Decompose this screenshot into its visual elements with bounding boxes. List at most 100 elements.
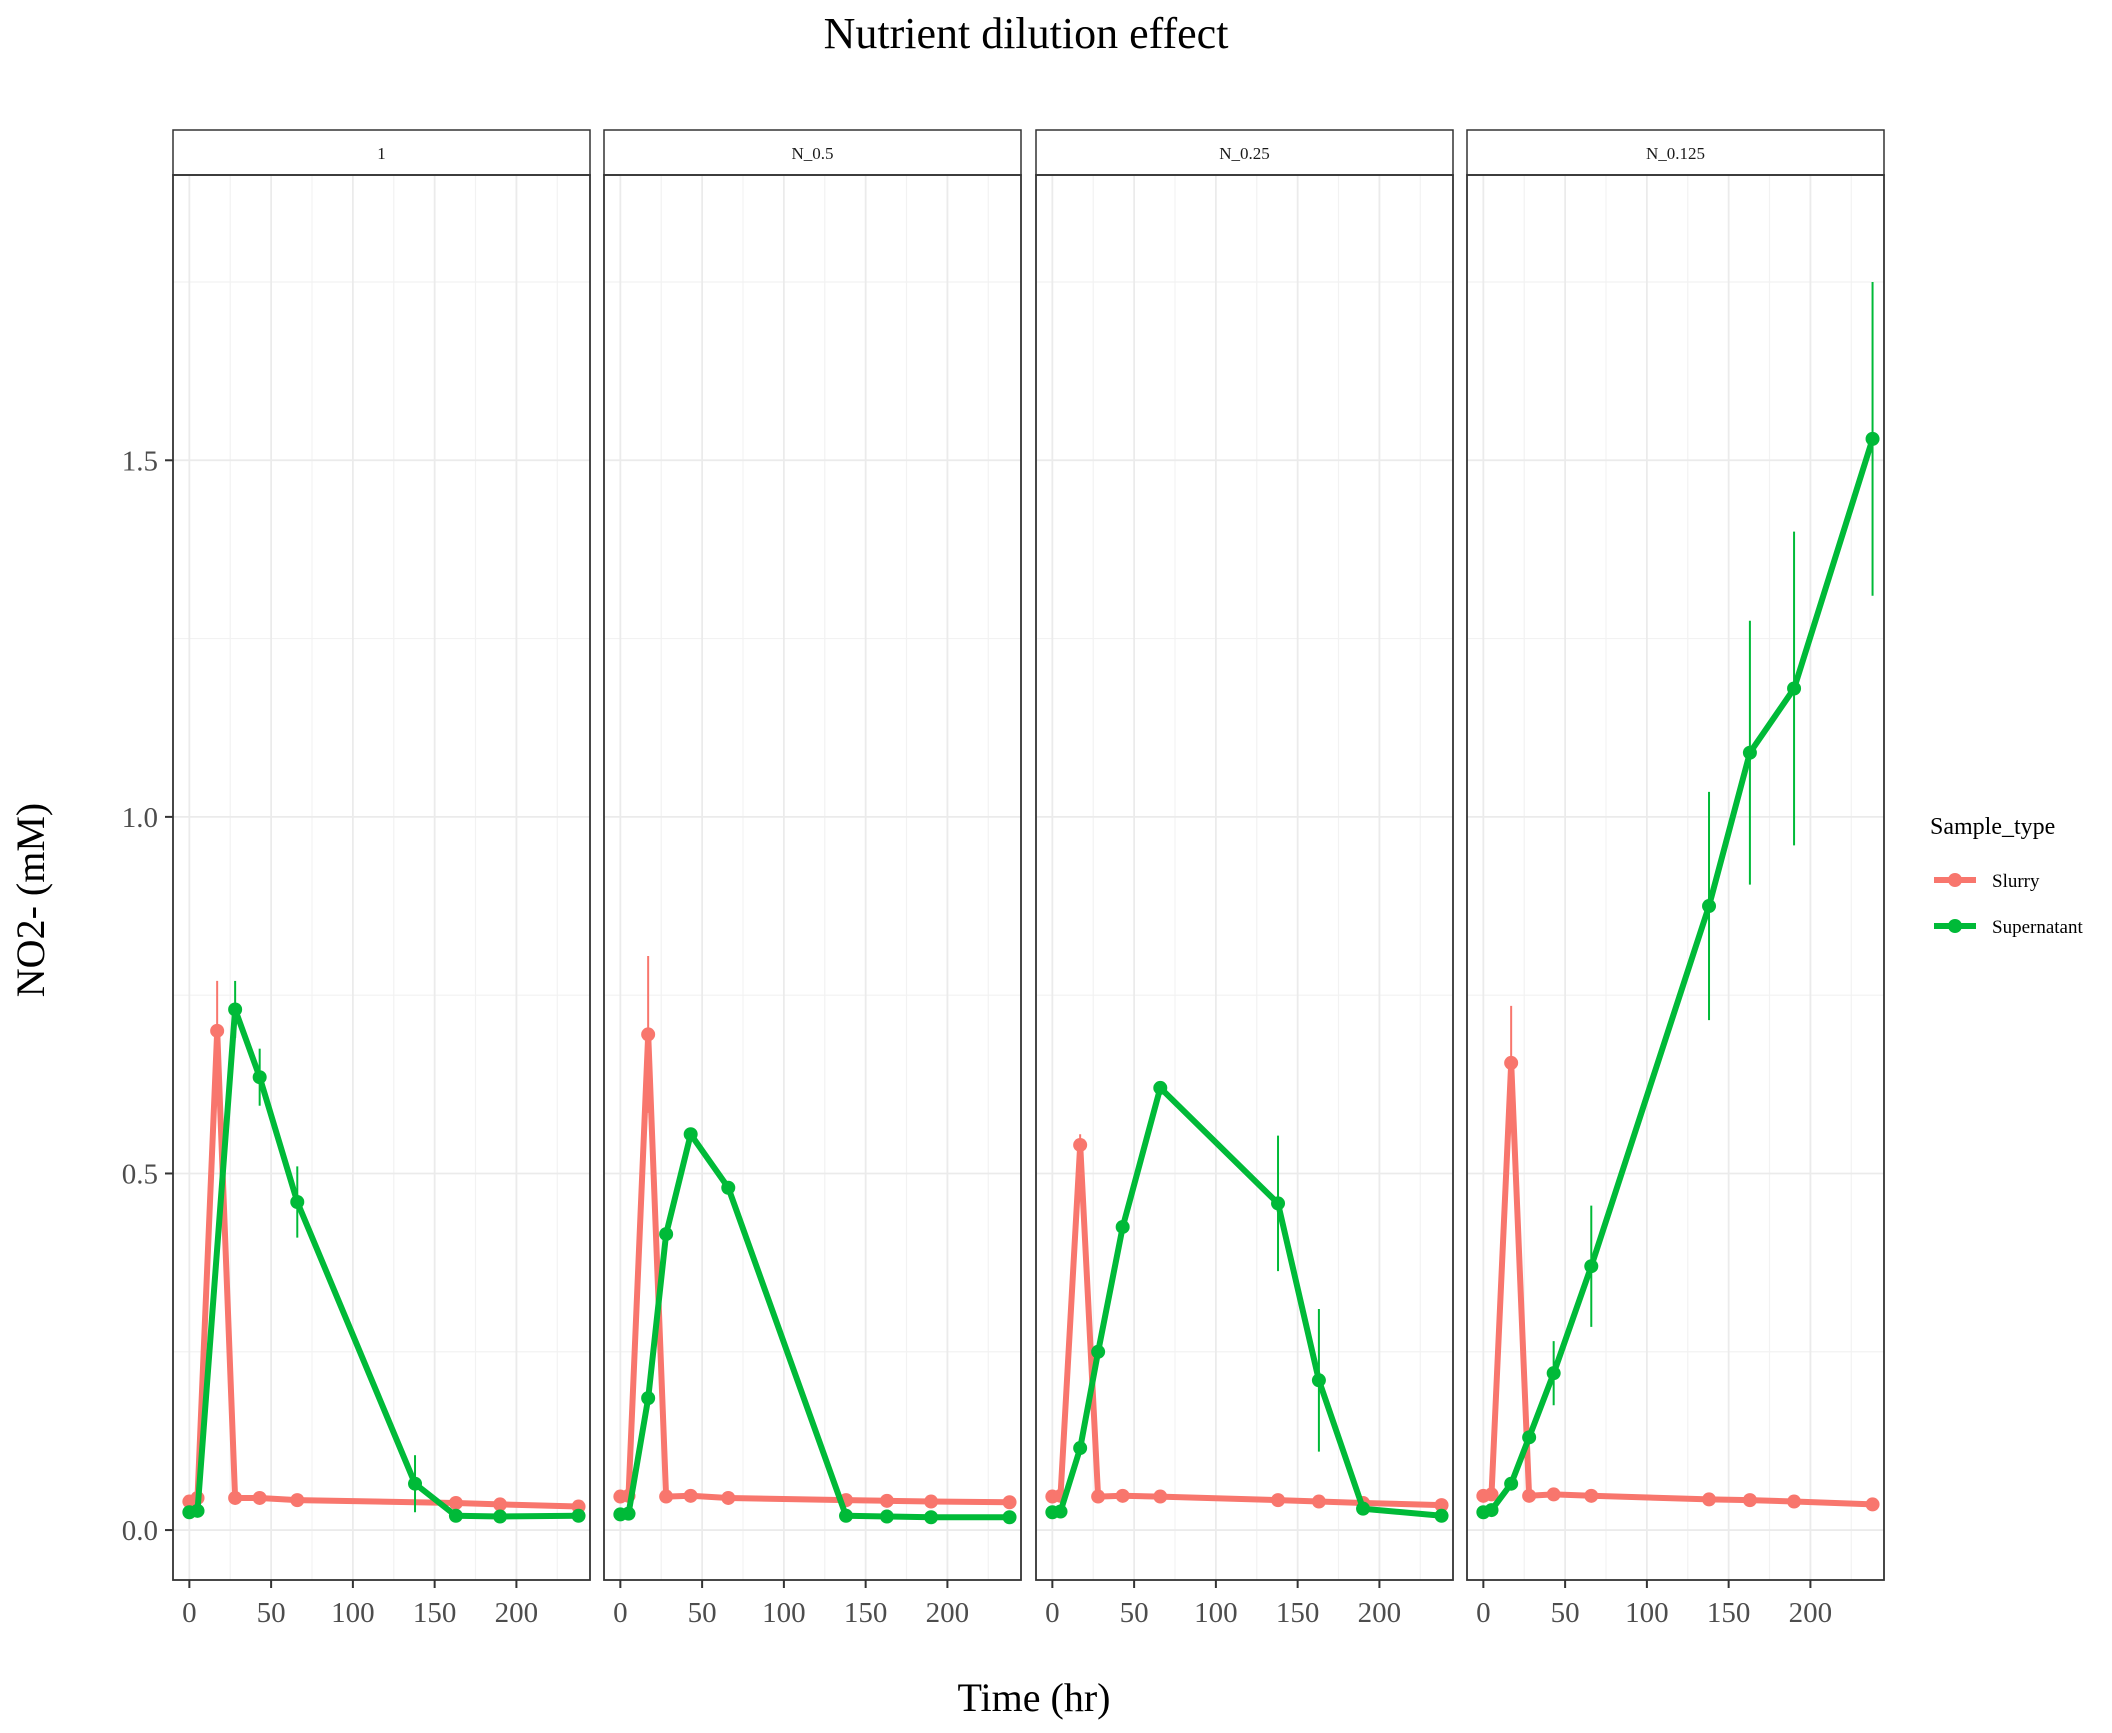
x-tick-label: 0 <box>182 1597 197 1629</box>
x-tick-label: 200 <box>926 1597 970 1629</box>
series-line <box>1480 435 1876 1516</box>
data-point <box>252 1490 267 1505</box>
y-tick-label: 1.5 <box>122 445 158 477</box>
data-point <box>1702 1492 1717 1507</box>
panel-border <box>172 174 591 1581</box>
data-point <box>1115 1488 1130 1503</box>
x-tick-label: 200 <box>495 1597 539 1629</box>
data-point <box>252 1070 267 1085</box>
x-tick-label: 100 <box>1625 1597 1669 1629</box>
panel-border <box>603 174 1022 1581</box>
data-point <box>1546 1366 1561 1381</box>
data-point <box>721 1490 736 1505</box>
panel-background <box>604 175 1021 1580</box>
facet-strip <box>172 129 591 176</box>
data-point <box>1115 1219 1130 1234</box>
legend-key-point <box>1948 919 1962 933</box>
data-point <box>1584 1259 1599 1274</box>
facet-strip-label: N_0.5 <box>791 144 833 163</box>
x-tick-label: 150 <box>413 1597 457 1629</box>
data-point <box>683 1127 698 1142</box>
data-point <box>683 1488 698 1503</box>
facet-strip-label: 1 <box>377 144 386 163</box>
panel-border <box>1466 174 1885 1581</box>
panel-background <box>1467 175 1884 1580</box>
x-tick-label: 100 <box>762 1597 806 1629</box>
data-point <box>839 1508 854 1523</box>
data-point <box>924 1510 939 1525</box>
data-point <box>1865 1497 1880 1512</box>
series-supernatant <box>1476 281 1880 1520</box>
facet-panel: N_0.125 0 50 100 150 200 <box>1466 129 1885 1629</box>
data-point <box>1091 1489 1106 1504</box>
series-supernatant <box>613 1127 1017 1525</box>
data-point <box>1546 1487 1561 1502</box>
series-line <box>1480 1059 1876 1508</box>
data-point <box>1484 1487 1499 1502</box>
legend-label: Slurry <box>1992 871 2040 892</box>
legend-label: Supernatant <box>1992 917 2083 938</box>
data-point <box>641 1027 656 1042</box>
x-tick-label: 0 <box>1476 1597 1491 1629</box>
y-tick-label: 0.0 <box>122 1515 158 1547</box>
x-tick-label: 200 <box>1789 1597 1833 1629</box>
data-point <box>571 1508 586 1523</box>
facet-strip <box>1466 129 1885 176</box>
data-point <box>1002 1495 1017 1510</box>
data-point <box>1787 1494 1802 1509</box>
facet-panel: N_0.5 0 50 100 150 200 <box>603 129 1022 1629</box>
data-point <box>408 1476 423 1491</box>
legend-key-point <box>1948 873 1962 887</box>
data-point <box>1742 1493 1757 1508</box>
data-point <box>210 1023 225 1038</box>
data-point <box>190 1503 205 1518</box>
x-tick-label: 150 <box>1276 1597 1320 1629</box>
data-point <box>924 1494 939 1509</box>
x-tick-label: 100 <box>1194 1597 1238 1629</box>
data-point <box>721 1180 736 1195</box>
data-point <box>659 1489 674 1504</box>
data-point <box>1702 899 1717 914</box>
panel-background <box>1036 175 1453 1580</box>
series-line <box>1049 1084 1445 1519</box>
x-axis-title: Time (hr) <box>958 1675 1111 1720</box>
data-point <box>1522 1430 1537 1445</box>
data-point <box>228 1490 243 1505</box>
data-point <box>1091 1344 1106 1359</box>
data-point <box>1522 1488 1537 1503</box>
x-tick-label: 50 <box>688 1597 717 1629</box>
data-point <box>621 1506 636 1521</box>
series-slurry <box>1476 1005 1880 1512</box>
series-line <box>1049 1141 1445 1509</box>
x-tick-label: 50 <box>1120 1597 1149 1629</box>
y-axis: 0.0 0.5 1.0 1.5 <box>122 445 173 1547</box>
data-point <box>1434 1498 1449 1513</box>
x-tick-label: 150 <box>1707 1597 1751 1629</box>
facet-strip <box>1035 129 1454 176</box>
data-point <box>659 1227 674 1242</box>
data-point <box>1484 1503 1499 1518</box>
data-point <box>879 1509 894 1524</box>
data-point <box>1271 1493 1286 1508</box>
data-point <box>1002 1510 1017 1525</box>
x-tick-label: 0 <box>1045 1597 1060 1629</box>
data-point <box>493 1509 508 1524</box>
y-tick-label: 1.0 <box>122 802 158 834</box>
series-slurry <box>1045 1134 1449 1513</box>
x-tick-label: 200 <box>1358 1597 1402 1629</box>
data-point <box>1311 1494 1326 1509</box>
legend-entry: Supernatant <box>1934 917 2083 938</box>
x-tick-label: 150 <box>844 1597 888 1629</box>
data-point <box>1742 745 1757 760</box>
data-point <box>228 1002 243 1017</box>
data-point <box>1153 1489 1168 1504</box>
facet-strip-label: N_0.125 <box>1646 144 1705 163</box>
data-point <box>1073 1441 1088 1456</box>
series-line <box>617 1131 1013 1521</box>
data-point <box>1053 1504 1068 1519</box>
data-point <box>1356 1501 1371 1516</box>
legend-entry: Slurry <box>1934 871 2040 892</box>
series-line <box>617 1031 1013 1506</box>
